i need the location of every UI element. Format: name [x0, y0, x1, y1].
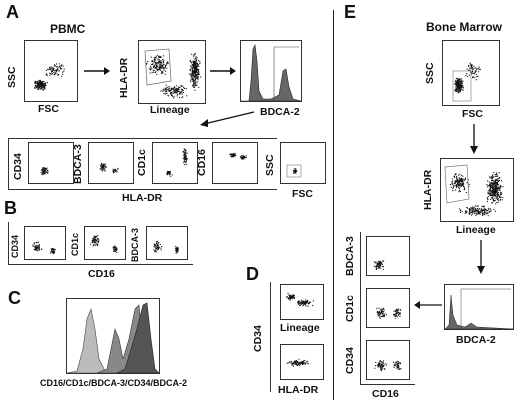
e-ssc-label: SSC — [424, 62, 436, 84]
e-plot-cd34 — [366, 340, 410, 380]
a-bdca2-histogram — [240, 40, 302, 102]
d-frame — [270, 282, 271, 392]
e-plot-cd1c — [366, 288, 410, 328]
e-title: Bone Marrow — [426, 20, 503, 34]
a-lineage-hladr-plot — [138, 40, 206, 104]
b-cd1c: CD1c — [70, 232, 80, 256]
b-plot-3 — [146, 226, 188, 260]
c-overlay-histogram — [66, 298, 160, 374]
a-row2-cd16: CD16 — [196, 149, 208, 176]
a-row2-fsc-ssc-plot — [280, 142, 326, 184]
a-row2-fsc: FSC — [292, 188, 313, 200]
e-fsc-ssc-plot — [442, 40, 500, 106]
e-xlabel: CD16 — [372, 388, 399, 400]
a-bdca2-label: BDCA-2 — [260, 106, 300, 118]
e-bdca2-label: BDCA-2 — [456, 334, 496, 346]
d-xlabel-hladr: HLA-DR — [278, 384, 319, 396]
a-hladr-label: HLA-DR — [118, 57, 130, 98]
a-ssc-label: SSC — [6, 66, 18, 88]
a-row2-bdca3: BDCA-3 — [72, 144, 84, 184]
e-cd34-label: CD34 — [344, 347, 356, 374]
b-bdca3: BDCA-3 — [130, 227, 140, 262]
b-cd34: CD34 — [10, 234, 20, 258]
b-frame — [8, 222, 193, 265]
e-cd1c-label: CD1c — [344, 295, 356, 322]
b-xlabel: CD16 — [88, 268, 115, 280]
panel-c-letter: C — [8, 288, 21, 308]
a-row2-plot-4 — [212, 142, 258, 184]
panel-a-title: PBMC — [50, 22, 86, 36]
d-plot-hladr — [280, 344, 324, 380]
e-plot-bdca3 — [366, 236, 410, 276]
a-row2-plot-1 — [28, 142, 74, 184]
b-plot-2 — [84, 226, 126, 260]
e-bdca2-histogram — [444, 284, 514, 330]
a-fsc-label: FSC — [38, 103, 59, 115]
a-row2-xlabel: HLA-DR — [122, 192, 163, 204]
panel-b-letter: B — [4, 198, 17, 218]
e-bdca3-label: BDCA-3 — [344, 236, 356, 276]
e-stack-frame — [360, 232, 415, 385]
a-lineage-label: Lineage — [150, 104, 190, 116]
d-ylabel: CD34 — [252, 325, 264, 352]
a-fsc-ssc-dots — [34, 63, 65, 91]
d-plot-lineage — [280, 284, 324, 320]
panel-d-letter: D — [246, 264, 259, 284]
e-lineage-label: Lineage — [456, 224, 496, 236]
panel-divider — [333, 10, 334, 400]
a-row2-plot-3 — [152, 142, 198, 184]
c-xlabel: CD16/CD1c/BDCA-3/CD34/BDCA-2 — [40, 378, 188, 388]
a-row2-cd1c: CD1c — [136, 149, 148, 176]
a-row2-cd34: CD34 — [12, 153, 24, 180]
e-lineage-hladr-plot — [440, 158, 514, 222]
e-hladr-label: HLA-DR — [422, 169, 434, 210]
d-xlabel-lineage: Lineage — [280, 322, 320, 334]
b-plot-1 — [24, 226, 66, 260]
a-row2-plot-2 — [88, 142, 134, 184]
a-row2-frame — [8, 138, 277, 190]
panel-e-letter: E — [344, 2, 357, 22]
a-row2-ssc: SSC — [264, 154, 276, 176]
panel-a-letter: A — [6, 2, 19, 22]
a-fsc-ssc-plot — [24, 40, 78, 102]
e-fsc-label: FSC — [462, 108, 483, 120]
